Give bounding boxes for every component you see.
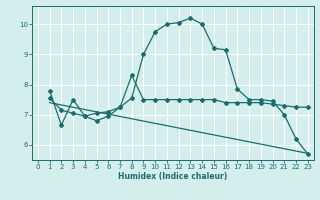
X-axis label: Humidex (Indice chaleur): Humidex (Indice chaleur) — [118, 172, 228, 181]
